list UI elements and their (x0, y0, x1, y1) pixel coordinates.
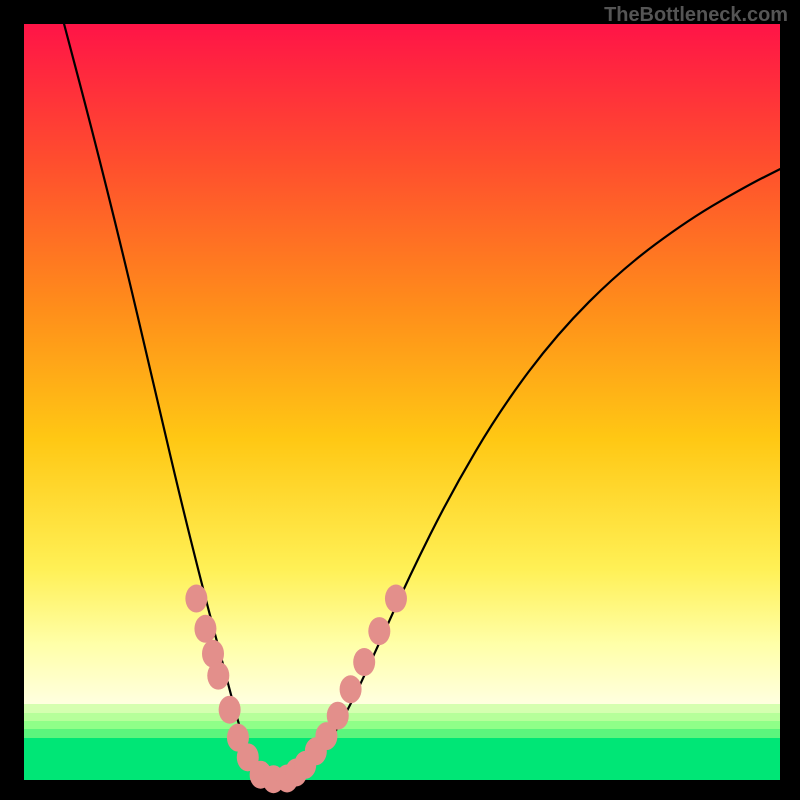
watermark-label: TheBottleneck.com (604, 4, 788, 27)
data-dot (327, 702, 349, 730)
data-dot (207, 662, 229, 690)
chart-container: TheBottleneck.com (0, 0, 800, 800)
data-dot (340, 675, 362, 703)
data-dot (219, 696, 241, 724)
data-dot (194, 615, 216, 643)
data-dot (353, 648, 375, 676)
data-dot (368, 617, 390, 645)
bottleneck-curve (64, 24, 780, 779)
data-dot (385, 585, 407, 613)
data-dot (185, 585, 207, 613)
curve-layer (24, 24, 780, 780)
data-dots (185, 585, 407, 794)
